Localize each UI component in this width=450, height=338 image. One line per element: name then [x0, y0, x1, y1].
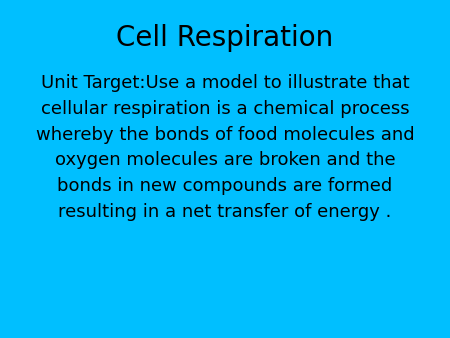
- Text: Cell Respiration: Cell Respiration: [117, 24, 333, 52]
- Text: Unit Target:Use a model to illustrate that
cellular respiration is a chemical pr: Unit Target:Use a model to illustrate th…: [36, 74, 414, 221]
